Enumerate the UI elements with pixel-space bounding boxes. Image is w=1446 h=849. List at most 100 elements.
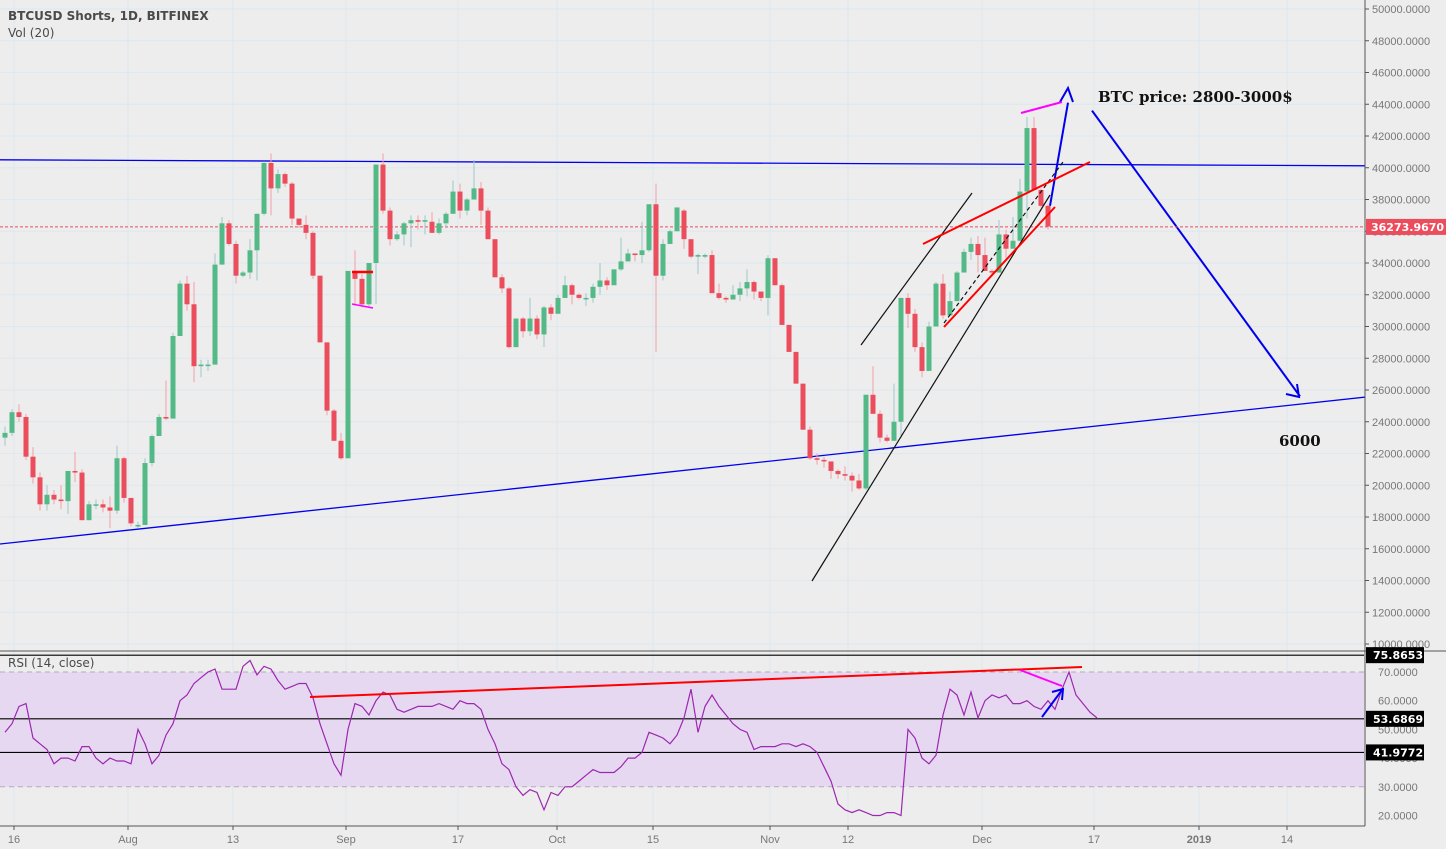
candle-body	[513, 318, 519, 348]
candle-body	[16, 412, 22, 417]
price-tick-label: 44000.0000	[1372, 99, 1430, 111]
time-axis[interactable]: 16 Aug 13 Sep 17 Oct 15 Nov 12 Dec 17 2019 14	[0, 825, 1365, 846]
candle-body	[821, 459, 827, 462]
candle-body	[968, 243, 974, 252]
candle-body	[562, 285, 568, 298]
candle-body	[72, 470, 78, 473]
candle-body	[177, 283, 183, 337]
candle-body	[401, 223, 407, 235]
candle-body	[625, 253, 631, 262]
candle-body	[443, 213, 449, 224]
candle-body	[100, 504, 106, 508]
candle-body	[345, 270, 351, 459]
candle-body	[807, 429, 813, 459]
arrowhead-icon	[1051, 687, 1065, 701]
candle-body	[975, 243, 981, 256]
price-tick-label: 18000.0000	[1372, 512, 1430, 524]
candle-body	[996, 234, 1002, 273]
candle-body	[170, 336, 176, 419]
candle-body	[681, 210, 687, 240]
rsi-projection-arrow	[1041, 689, 1063, 718]
candle-body	[877, 413, 883, 438]
candle-body	[506, 288, 512, 348]
candle-body	[541, 307, 547, 335]
candle-body	[254, 213, 260, 251]
candle-body	[667, 231, 673, 244]
candle-body	[632, 253, 638, 256]
time-tick-label: 12	[842, 834, 854, 846]
candle-body	[380, 164, 386, 211]
time-tick-label: 2019	[1187, 834, 1211, 846]
arrowhead-down-icon	[1285, 383, 1301, 399]
price-target-annotation: BTC price: 2800-3000$	[1098, 88, 1293, 106]
candle-body	[268, 162, 274, 189]
candle-body	[247, 250, 253, 273]
candle-body	[842, 474, 848, 476]
candle-body	[58, 499, 64, 502]
candle-body	[800, 383, 806, 430]
candle-body	[1017, 191, 1023, 241]
rsi-tick-label: 60.0000	[1378, 696, 1418, 708]
rsi-marker-badge	[1366, 647, 1424, 664]
candle-body	[639, 250, 645, 256]
candle-body	[905, 297, 911, 314]
candle-body	[156, 416, 162, 437]
candle-body	[86, 504, 92, 521]
candle-body	[366, 263, 372, 305]
rsi-tick-label: 20.0000	[1378, 811, 1418, 823]
candle-body	[261, 162, 267, 214]
candle-body	[191, 304, 197, 367]
candle-body	[275, 174, 281, 189]
channel-upper-line	[860, 192, 973, 346]
price-tick-label: 34000.0000	[1372, 258, 1430, 270]
candle-body	[919, 347, 925, 371]
candle-body	[450, 191, 456, 214]
candle-body	[954, 272, 960, 302]
candle-body	[485, 210, 491, 240]
candle-body	[226, 223, 232, 244]
candle-body	[702, 255, 708, 257]
candle-body	[947, 301, 953, 316]
price-tick-label: 32000.0000	[1372, 290, 1430, 302]
candle-body	[772, 258, 778, 286]
rsi-line	[4, 659, 1098, 817]
candle-body	[492, 239, 498, 278]
candle-body	[695, 255, 701, 257]
candle-body	[527, 318, 533, 332]
candle-body	[436, 223, 442, 233]
price-tick-label: 50000.0000	[1372, 4, 1430, 16]
candle-body	[597, 280, 603, 287]
time-tick-label: Aug	[118, 834, 138, 846]
candle-body	[611, 269, 617, 286]
candle-body	[387, 210, 393, 240]
candle-body	[282, 174, 288, 184]
candle-body	[107, 507, 113, 511]
candle-body	[604, 280, 610, 286]
rsi-tick-label: 50.0000	[1378, 724, 1418, 736]
candle-body	[828, 461, 834, 471]
candle-body	[429, 221, 435, 233]
candle-body	[898, 297, 904, 422]
price-axis[interactable]: 50000.0000 48000.0000 46000.0000 44000.0000…	[1364, 0, 1446, 849]
price-tick-label: 28000.0000	[1372, 353, 1430, 365]
candle-body	[30, 456, 36, 478]
candle-body	[23, 416, 29, 457]
arrowhead-up-icon	[1059, 85, 1074, 103]
time-tick-label: Sep	[336, 834, 356, 846]
price-tick-label: 30000.0000	[1372, 322, 1430, 334]
candle-body	[534, 318, 540, 335]
candle-body	[1010, 240, 1016, 249]
candle-body	[394, 234, 400, 240]
time-tick-label: 15	[647, 834, 659, 846]
candle-body	[289, 183, 295, 219]
candle-body	[646, 204, 652, 251]
candle-body	[324, 342, 330, 411]
rsi-divergence-line	[1019, 669, 1063, 687]
projection-down-trendline	[1091, 110, 1301, 397]
price-axis-bg	[1365, 0, 1446, 849]
price-tick-label: 40000.0000	[1372, 163, 1430, 175]
price-tick-label: 22000.0000	[1372, 449, 1430, 461]
support-trendline	[0, 387, 1446, 545]
candle-body	[142, 463, 148, 525]
